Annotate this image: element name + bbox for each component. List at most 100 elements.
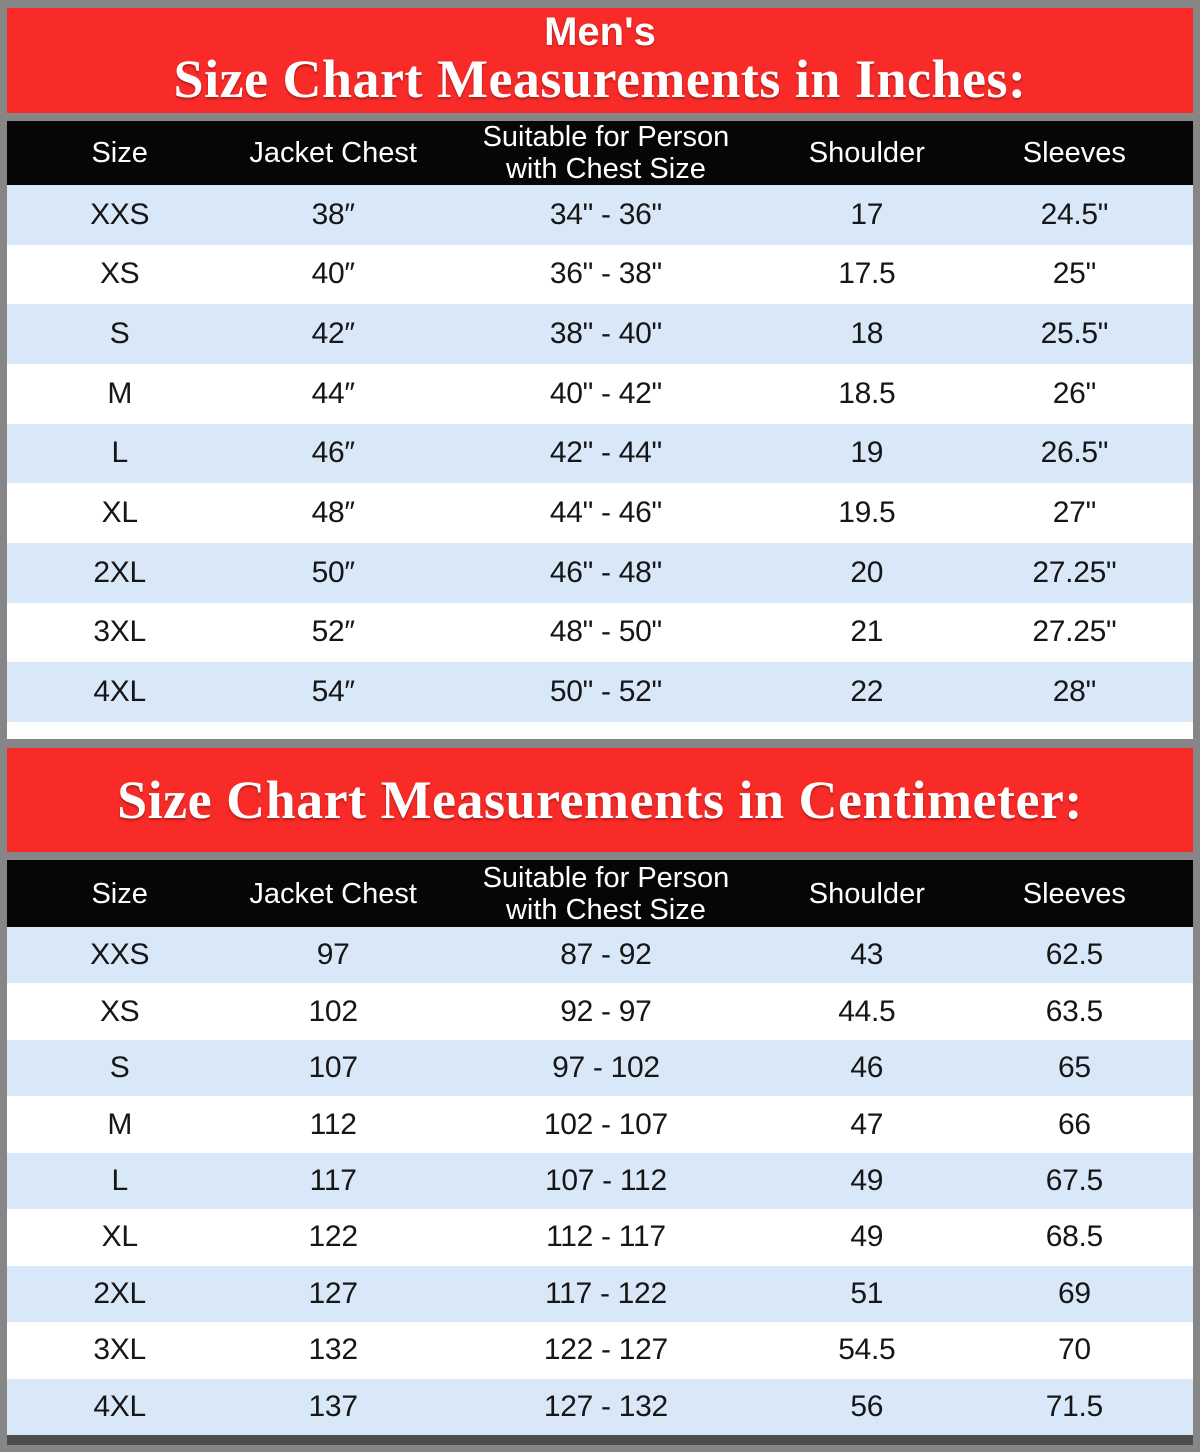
- mens-label: Men's: [544, 9, 656, 54]
- table-cell: M: [107, 376, 133, 410]
- table-cell: 36" - 38": [549, 257, 662, 291]
- centimeter-table-header: Size Jacket Chest Suitable for Person with…: [7, 860, 1193, 927]
- column-header-jacket-chest: Jacket Chest: [249, 877, 417, 910]
- table-cell: 68.5: [1045, 1220, 1104, 1254]
- table-cell: S: [109, 317, 130, 351]
- table-cell: 127: [308, 1276, 358, 1310]
- table-row-xs: XS 102 92 - 97 44.5 63.5: [7, 983, 1193, 1040]
- table-row-l: L 117 107 - 112 49 67.5: [7, 1152, 1193, 1210]
- table-cell: XXS: [90, 938, 150, 972]
- table-cell: 50" - 52": [549, 675, 662, 709]
- table-cell: 43: [850, 938, 884, 972]
- table-cell: L: [111, 1163, 128, 1197]
- column-header-size: Size: [91, 877, 148, 910]
- table-cell: 66: [1057, 1107, 1091, 1141]
- centimeter-title-banner: Size Chart Measurements in Centimeter:: [7, 748, 1193, 852]
- table-cell: 38" - 40": [549, 317, 662, 351]
- table-cell: L: [111, 436, 128, 470]
- table-row-xl: XL 48″ 44" - 46" 19.5 27": [7, 483, 1193, 543]
- table-cell: 46″: [311, 436, 355, 470]
- table-cell: XS: [99, 994, 140, 1028]
- centimeter-table: Size Jacket Chest Suitable for Person with…: [7, 860, 1193, 1435]
- table-row-xxs: XXS 97 87 - 92 43 62.5: [7, 927, 1193, 984]
- table-cell: 2XL: [93, 555, 146, 589]
- table-cell: 18: [850, 317, 884, 351]
- table-cell: 27": [1052, 496, 1096, 530]
- table-cell: 17.5: [838, 257, 896, 291]
- table-cell: 28": [1052, 675, 1096, 709]
- table-cell: 137: [308, 1389, 358, 1423]
- centimeter-title: Size Chart Measurements in Centimeter:: [117, 770, 1083, 830]
- table-cell: 19.5: [838, 496, 896, 530]
- centimeter-table-body: XXS 97 87 - 92 43 62.5 XS 102 92 - 97 44.5 63.5 S 1…: [7, 927, 1193, 1435]
- table-cell: 26": [1052, 376, 1096, 410]
- table-cell: XXS: [90, 197, 150, 231]
- column-header-shoulder: Shoulder: [808, 137, 925, 169]
- table-cell: 25": [1052, 257, 1096, 291]
- table-cell: 22: [850, 675, 884, 709]
- table-cell: 27.25": [1032, 555, 1117, 589]
- table-cell: 127 - 132: [543, 1389, 668, 1423]
- table-cell: 50″: [311, 555, 355, 589]
- table-row-s: S 107 97 - 102 46 65: [7, 1039, 1193, 1097]
- inches-table-header: Size Jacket Chest Suitable for Person with…: [7, 121, 1193, 185]
- table-row-4xl: 4XL 137 127 - 132 56 71.5: [7, 1378, 1193, 1435]
- table-cell: 71.5: [1045, 1389, 1104, 1423]
- table-cell: 69: [1057, 1276, 1091, 1310]
- table-cell: 70: [1057, 1333, 1091, 1367]
- table-cell: 44" - 46": [549, 496, 662, 530]
- table-cell: 3XL: [93, 615, 146, 649]
- table-cell: 92 - 97: [560, 994, 652, 1028]
- table-cell: 65: [1057, 1051, 1091, 1085]
- column-header-jacket-chest: Jacket Chest: [249, 137, 417, 169]
- table-cell: 3XL: [93, 1333, 146, 1367]
- inches-table-body: XXS 38″ 34" - 36" 17 24.5" XS 40″ 36" - 38" 17.5…: [7, 185, 1193, 722]
- table-row-xl: XL 122 112 - 117 49 68.5: [7, 1209, 1193, 1266]
- table-cell: 4XL: [93, 675, 146, 709]
- table-row-xs: XS 40″ 36" - 38" 17.5 25": [7, 244, 1193, 305]
- table-cell: 42" - 44": [549, 436, 662, 470]
- inches-section: Men's Size Chart Measurements in Inches:…: [7, 8, 1193, 739]
- table-cell: 122 - 127: [543, 1333, 668, 1367]
- column-header-suitable-for-person: Suitable for Person with Chest Size: [482, 121, 730, 185]
- table-cell: XL: [101, 1220, 138, 1254]
- bottom-divider-bar: [7, 1435, 1193, 1445]
- table-cell: 102 - 107: [543, 1107, 668, 1141]
- table-cell: 4XL: [93, 1389, 146, 1423]
- table-cell: 46" - 48": [549, 555, 662, 589]
- table-cell: 62.5: [1045, 938, 1104, 972]
- table-cell: 117: [309, 1163, 357, 1197]
- table-cell: 54″: [311, 675, 355, 709]
- centimeter-section: Size Chart Measurements in Centimeter: S…: [7, 748, 1193, 1445]
- table-cell: XS: [99, 257, 140, 291]
- column-header-sleeves: Sleeves: [1022, 137, 1126, 169]
- table-cell: 19: [850, 436, 884, 470]
- table-cell: 67.5: [1045, 1163, 1104, 1197]
- table-cell: 17: [850, 197, 884, 231]
- table-row-3xl: 3XL 132 122 - 127 54.5 70: [7, 1322, 1193, 1379]
- table-cell: 87 - 92: [560, 938, 652, 972]
- table-cell: 63.5: [1045, 994, 1104, 1028]
- table-row-m: M 44″ 40" - 42" 18.5 26": [7, 364, 1193, 424]
- table-row-m: M 112 102 - 107 47 66: [7, 1096, 1193, 1153]
- table-row-4xl: 4XL 54″ 50" - 52" 22 28": [7, 662, 1193, 722]
- table-cell: M: [107, 1107, 133, 1141]
- column-header-sleeves: Sleeves: [1022, 877, 1126, 910]
- table-cell: 49: [850, 1163, 884, 1197]
- table-cell: 56: [850, 1389, 884, 1423]
- table-cell: 18.5: [838, 376, 896, 410]
- table-cell: 52″: [311, 615, 355, 649]
- table-cell: 20: [850, 555, 884, 589]
- column-header-suitable-for-person: Suitable for Person with Chest Size: [482, 861, 730, 926]
- table-cell: S: [109, 1051, 130, 1085]
- table-cell: 132: [308, 1333, 358, 1367]
- table-cell: 21: [850, 615, 884, 649]
- table-cell: 47: [850, 1107, 884, 1141]
- table-cell: 102: [308, 994, 358, 1028]
- table-cell: 25.5": [1040, 317, 1109, 351]
- table-row-l: L 46″ 42" - 44" 19 26.5": [7, 423, 1193, 484]
- table-cell: 34" - 36": [549, 197, 662, 231]
- column-header-shoulder: Shoulder: [808, 877, 925, 910]
- inches-title: Size Chart Measurements in Inches:: [173, 48, 1027, 109]
